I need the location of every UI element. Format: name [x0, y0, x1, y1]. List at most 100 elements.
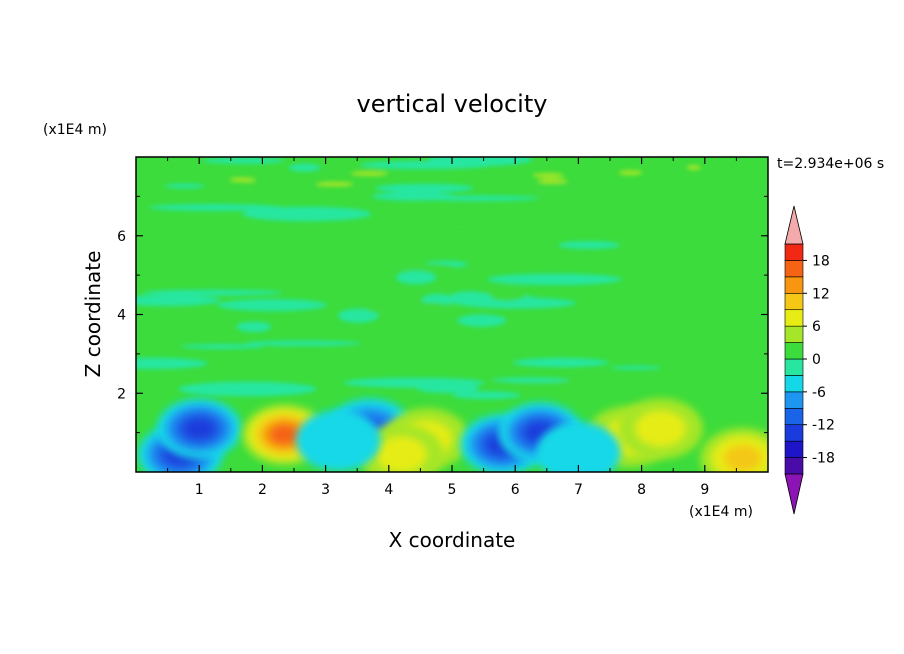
convection-cell — [700, 427, 768, 472]
field-streak — [337, 308, 379, 323]
field-streak — [367, 302, 461, 317]
field-streak — [558, 241, 621, 250]
colorbar-swatch — [784, 243, 804, 261]
x-tick-label: 2 — [258, 482, 267, 498]
x-tick-label: 8 — [637, 482, 646, 498]
colorbar-tick-label: -12 — [812, 418, 835, 434]
convection-cell — [536, 422, 621, 472]
field-streak — [244, 182, 330, 189]
x-axis-label: X coordinate — [389, 528, 516, 552]
colorbar-swatch — [784, 342, 804, 360]
field-streak — [136, 294, 221, 307]
colorbar-swatch — [784, 391, 804, 409]
colorbar-swatch — [784, 457, 804, 475]
x-tick-label: 6 — [511, 482, 520, 498]
field-streak — [513, 357, 609, 368]
x-tick-label: 3 — [321, 482, 330, 498]
field-streak — [618, 170, 643, 176]
field-streak — [663, 185, 768, 197]
y-tick-label: 2 — [117, 386, 126, 402]
x-tick-label: 4 — [384, 482, 393, 498]
contour-band — [182, 417, 216, 440]
field-streak — [142, 289, 283, 296]
colorbar-swatch — [784, 358, 804, 376]
contour-band — [376, 436, 427, 472]
field-streak — [610, 365, 661, 370]
field-streak — [698, 317, 768, 327]
colorbar-tick-label: 0 — [812, 352, 821, 368]
colorbar-tick-label: 18 — [812, 253, 830, 269]
field-streak — [288, 163, 321, 172]
y-axis-label: Z coordinate — [81, 251, 105, 378]
field-streak — [180, 344, 264, 349]
field-streak — [686, 165, 701, 170]
convection-cell — [295, 410, 381, 471]
field-streak — [428, 157, 533, 166]
field-streak — [452, 391, 521, 400]
y-axis-ticks: 2 4 6 — [117, 195, 768, 434]
field-streak — [350, 171, 389, 176]
field-streak — [447, 291, 493, 306]
y-tick-label: 4 — [117, 308, 126, 324]
colorbar-swatch — [784, 440, 804, 458]
convection-cells — [137, 398, 768, 472]
y-axis-unit: (x1E4 m) — [43, 122, 107, 138]
field-streak — [217, 299, 327, 312]
field-streak — [244, 340, 361, 347]
field-streak — [202, 157, 285, 164]
field-streak — [389, 222, 512, 237]
field-streak — [346, 263, 455, 271]
x-tick-label: 7 — [574, 482, 583, 498]
colorbar-swatch — [784, 375, 804, 393]
field-streak — [524, 182, 583, 196]
field-streak — [148, 204, 282, 211]
field-streak — [222, 389, 264, 395]
colorbar: -18 -12 -6 0 6 12 18 — [784, 205, 835, 515]
convection-cell — [156, 398, 242, 460]
x-tick-label: 1 — [195, 482, 204, 498]
colorbar-swatch — [784, 325, 804, 343]
contour-band — [536, 422, 621, 472]
colorbar-tick-label: 12 — [812, 286, 830, 302]
colorbar-swatch — [784, 309, 804, 327]
time-label: t=2.934e+06 s — [777, 156, 884, 172]
colorbar-swatch — [784, 260, 804, 278]
colorbar-swatch — [784, 276, 804, 294]
colorbar-tick-label: -6 — [812, 385, 826, 401]
convection-cell — [618, 398, 703, 460]
field-streak — [229, 177, 256, 183]
chart-title: vertical velocity — [357, 90, 548, 118]
field-streak — [136, 357, 208, 370]
x-tick-label: 5 — [448, 482, 457, 498]
field-streak — [487, 273, 622, 286]
field-streak — [178, 381, 317, 397]
field-streak — [457, 314, 507, 327]
x-axis-unit: (x1E4 m) — [689, 504, 753, 520]
contour-band — [295, 410, 381, 471]
colorbar-tick-label: -18 — [812, 451, 835, 467]
field-streak — [375, 183, 474, 193]
colorbar-swatch — [784, 292, 804, 311]
velocity-field — [136, 157, 768, 472]
field-streak — [343, 377, 486, 388]
contour-band — [723, 444, 762, 472]
field-streak — [147, 310, 206, 318]
field-streak — [236, 321, 272, 333]
contour-band — [635, 411, 686, 447]
field-streak — [316, 181, 354, 187]
contour-band — [269, 424, 300, 445]
colorbar-swatch — [784, 407, 804, 426]
field-streak — [532, 172, 565, 178]
field-streak — [395, 270, 437, 285]
field-streak — [537, 178, 568, 184]
field-streak — [242, 206, 372, 222]
colorbar-swatch — [784, 424, 804, 442]
field-streak — [411, 195, 540, 202]
colorbar-over-arrow — [784, 205, 804, 245]
x-tick-label: 9 — [700, 482, 709, 498]
colorbar-tick-label: 6 — [812, 319, 821, 335]
upper-streaks — [136, 157, 768, 400]
colorbar-under-arrow — [784, 473, 804, 515]
field-streak — [491, 377, 570, 383]
